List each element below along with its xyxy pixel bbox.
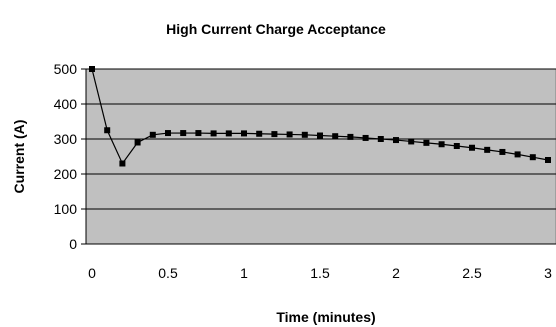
x-tick-label: 3	[544, 265, 552, 281]
data-point	[301, 131, 308, 138]
y-tick-label: 300	[54, 131, 78, 147]
x-tick-label: 2	[392, 265, 400, 281]
data-point	[347, 133, 354, 140]
y-tick-label: 100	[54, 201, 78, 217]
x-axis-title: Time (minutes)	[276, 309, 375, 325]
x-tick-label: 2.5	[462, 265, 482, 281]
plot-area	[85, 68, 556, 245]
data-point	[317, 132, 323, 139]
y-tick-label: 0	[69, 236, 77, 252]
data-point	[119, 160, 126, 167]
data-point	[469, 144, 475, 151]
y-tick-label: 500	[54, 61, 78, 77]
data-point	[545, 157, 551, 163]
data-point	[332, 133, 339, 140]
data-point	[529, 154, 536, 161]
data-point	[210, 130, 217, 137]
x-tick-label: 1	[240, 265, 248, 281]
data-point	[134, 139, 141, 146]
data-point	[225, 130, 232, 137]
y-axis-title: Current (A)	[11, 120, 27, 194]
y-tick-label: 200	[54, 166, 78, 182]
series-group	[89, 66, 551, 167]
data-point	[423, 139, 430, 146]
data-point	[286, 131, 293, 138]
data-point	[393, 137, 399, 144]
gridlines	[86, 68, 556, 210]
data-point	[241, 130, 247, 137]
data-point	[180, 130, 187, 137]
x-tick-label: 1.5	[310, 265, 330, 281]
data-point	[514, 151, 521, 158]
x-tick-label: 0	[88, 265, 96, 281]
data-point	[484, 146, 491, 153]
data-point	[377, 136, 384, 142]
data-point	[271, 131, 278, 138]
axes	[85, 69, 556, 245]
data-point	[438, 141, 445, 148]
data-point	[499, 148, 506, 155]
data-point	[149, 131, 156, 138]
data-point	[408, 138, 415, 145]
data-point	[89, 66, 95, 72]
data-point	[453, 143, 460, 149]
data-point	[195, 130, 202, 137]
y-tick-label: 400	[54, 96, 78, 112]
chart-title: High Current Charge Acceptance	[166, 21, 386, 37]
y-axis-ticks: 0 100 200 300 400 500	[54, 61, 86, 252]
x-tick-label: 0.5	[158, 265, 178, 281]
data-point	[104, 127, 111, 134]
data-point	[165, 130, 171, 137]
x-axis-ticks: 0 0.5 1 1.5 2 2.5 3	[88, 265, 552, 281]
data-point	[362, 134, 369, 141]
data-point	[256, 130, 263, 137]
